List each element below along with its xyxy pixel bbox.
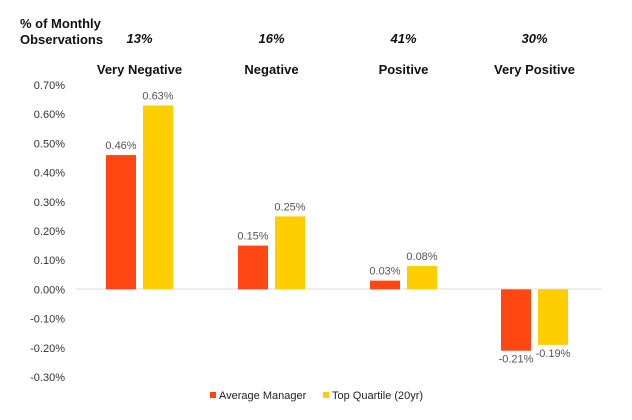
header-label-line-2: Observations [20, 32, 103, 47]
legend-swatch [323, 392, 329, 398]
data-label: 0.08% [406, 251, 437, 263]
data-label: 0.03% [369, 266, 400, 278]
observation-pct-label: 16% [258, 31, 284, 46]
data-label: 0.46% [105, 140, 136, 152]
data-label: 0.15% [237, 231, 268, 243]
category-label: Positive [379, 62, 429, 77]
y-tick-label: 0.20% [34, 226, 65, 238]
bar [538, 289, 568, 345]
bar [501, 289, 531, 351]
legend-swatch [210, 392, 216, 398]
category-label: Very Positive [494, 62, 575, 77]
y-tick-label: 0.60% [34, 109, 65, 121]
data-label: -0.19% [536, 348, 571, 360]
bar [275, 216, 305, 290]
y-tick-label: 0.40% [34, 168, 65, 180]
y-tick-label: -0.30% [30, 372, 65, 384]
bar [370, 280, 400, 290]
bar [143, 105, 173, 290]
header-label-line-1: % of Monthly [20, 16, 102, 31]
y-tick-label: -0.10% [30, 314, 65, 326]
y-tick-label: 0.50% [34, 138, 65, 150]
category-label: Very Negative [97, 62, 182, 77]
y-tick-label: 0.10% [34, 255, 65, 267]
y-tick-label: 0.70% [34, 80, 65, 92]
data-label: -0.21% [499, 354, 534, 366]
legend-label: Average Manager [219, 390, 307, 402]
observation-pct-label: 30% [521, 31, 547, 46]
category-label: Negative [244, 62, 298, 77]
y-tick-label: 0.30% [34, 197, 65, 209]
data-label: 0.25% [274, 201, 305, 213]
observation-pct-label: 41% [389, 31, 416, 46]
y-tick-label: 0.00% [34, 284, 65, 296]
bar [106, 155, 136, 290]
bar [407, 266, 437, 290]
y-tick-label: -0.20% [30, 343, 65, 355]
observation-pct-label: 13% [126, 31, 152, 46]
legend-label: Top Quartile (20yr) [332, 390, 423, 402]
data-label: 0.63% [142, 90, 173, 102]
bar [238, 245, 268, 290]
